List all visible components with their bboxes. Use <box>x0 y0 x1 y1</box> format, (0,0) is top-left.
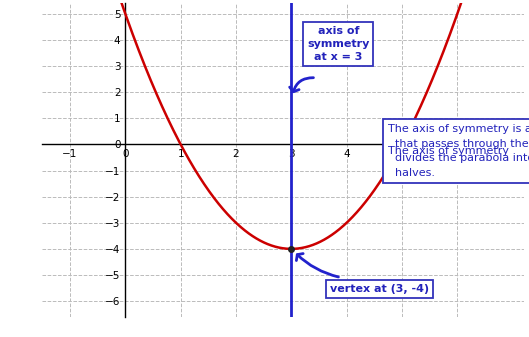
Text: The axis of symmetry is a vertical line
  that passes through the vertex and
  d: The axis of symmetry is a vertical line … <box>388 124 529 178</box>
Text: vertex at (3, -4): vertex at (3, -4) <box>330 284 430 294</box>
Text: axis of
symmetry
at x = 3: axis of symmetry at x = 3 <box>307 26 370 62</box>
Text: The axis of symmetry: The axis of symmetry <box>388 146 509 156</box>
